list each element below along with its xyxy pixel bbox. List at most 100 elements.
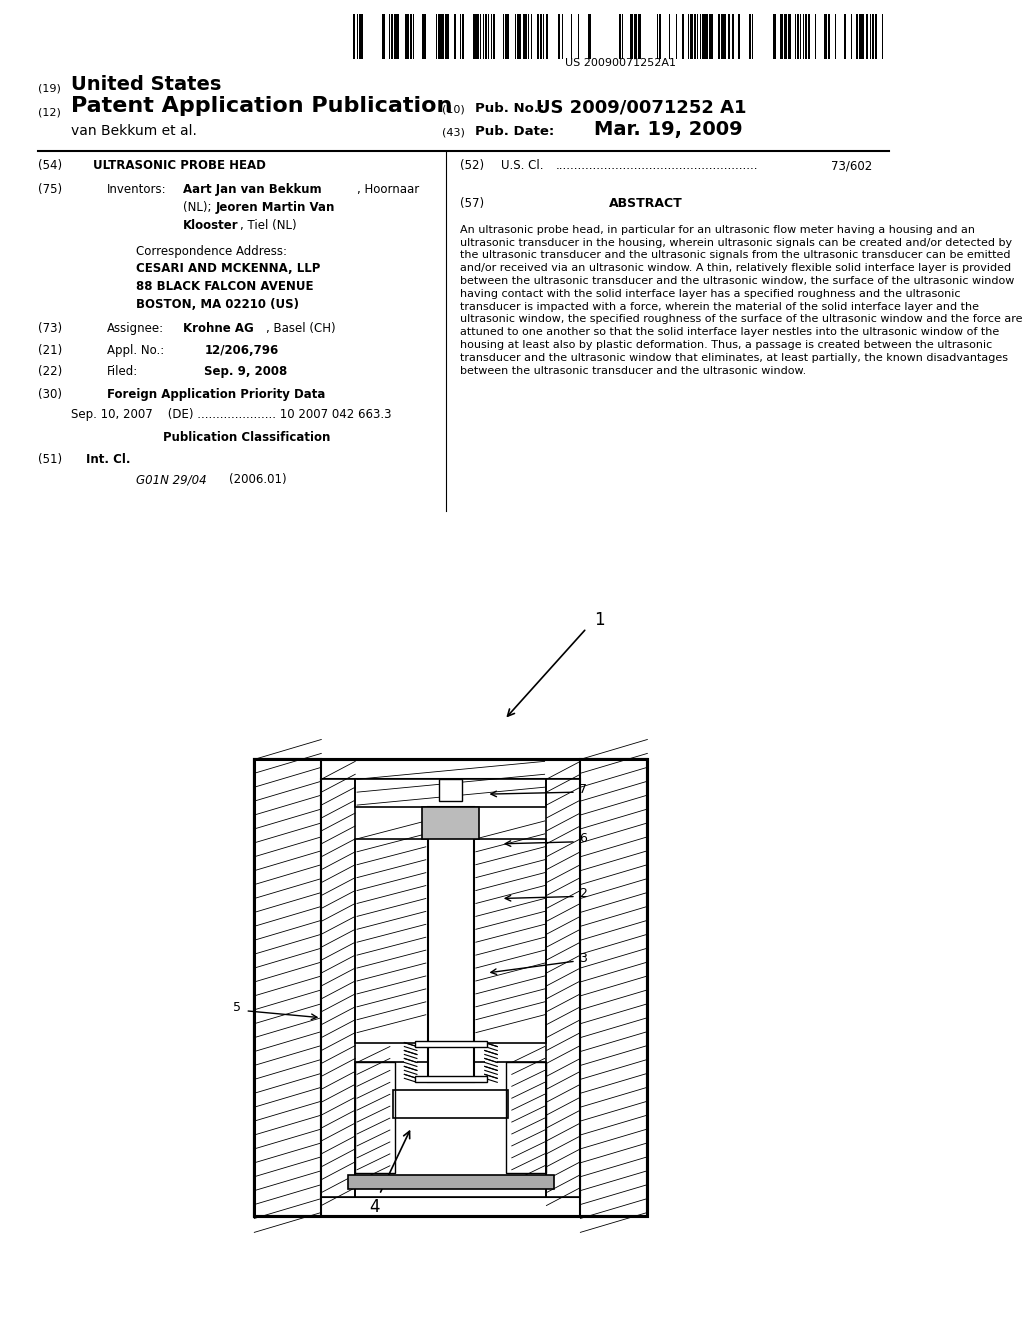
Text: ......................................................: ........................................… [556,160,759,172]
Text: 1: 1 [594,611,604,630]
Text: , Tiel (NL): , Tiel (NL) [240,219,297,232]
Bar [435,15,437,59]
Text: (30): (30) [38,388,62,401]
Bar [699,15,701,59]
Bar [490,15,492,59]
Bar [808,15,810,59]
Bar [845,15,846,59]
Bar [530,15,532,59]
Bar [422,15,426,59]
Bar [487,15,489,59]
Bar [356,15,358,59]
Text: 6: 6 [580,833,588,845]
Bar [620,15,621,59]
Bar [473,15,478,59]
Bar [355,840,428,1043]
Text: 3: 3 [580,952,588,965]
Bar [254,759,647,1217]
Text: Filed:: Filed: [106,364,138,378]
Bar [828,15,829,59]
Text: Pub. No.:: Pub. No.: [475,103,545,115]
Text: , Hoornaar: , Hoornaar [357,183,419,195]
Bar [254,759,322,1217]
Bar [474,840,547,1043]
Text: (52): (52) [460,160,484,172]
Bar [795,15,796,59]
Text: van Bekkum et al.: van Bekkum et al. [71,124,197,139]
Bar [728,15,730,59]
Bar [798,15,799,59]
Text: Int. Cl.: Int. Cl. [86,453,131,466]
Bar [719,15,720,59]
Bar [806,15,807,59]
Bar [634,15,637,59]
Bar [538,15,539,59]
Bar [543,15,544,59]
Text: United States: United States [71,75,221,94]
Bar [322,779,355,1197]
Bar [422,807,479,840]
Text: 2: 2 [580,887,588,900]
Bar [382,15,385,59]
Text: (10): (10) [442,104,465,115]
Bar [413,15,414,59]
Bar [522,15,526,59]
Bar [439,779,463,801]
Bar [515,15,516,59]
Bar [438,15,443,59]
Text: An ultrasonic probe head, in particular for an ultrasonic flow meter having a ho: An ultrasonic probe head, in particular … [460,224,1022,376]
Text: 12/206,796: 12/206,796 [204,345,279,356]
Bar [589,15,591,59]
Text: BOSTON, MA 02210 (US): BOSTON, MA 02210 (US) [136,298,299,312]
Text: Foreign Application Priority Data: Foreign Application Priority Data [106,388,326,401]
Bar [254,759,647,1217]
Bar [404,1043,417,1080]
Text: (12): (12) [38,107,61,117]
Text: Krohne AG: Krohne AG [183,322,254,335]
Bar [394,15,399,59]
Text: CESARI AND MCKENNA, LLP: CESARI AND MCKENNA, LLP [136,263,321,276]
Bar [803,15,804,59]
Text: Sep. 9, 2008: Sep. 9, 2008 [204,364,288,378]
Bar [348,1175,554,1188]
Bar [541,15,542,59]
Text: ABSTRACT: ABSTRACT [608,197,682,210]
Bar [788,15,791,59]
Text: ULTRASONIC PROBE HEAD: ULTRASONIC PROBE HEAD [93,160,266,172]
Bar [463,15,464,59]
Text: Jeoren Martin Van: Jeoren Martin Van [216,201,335,214]
Bar [865,15,868,59]
Bar [581,759,647,1217]
Text: G01N 29/04: G01N 29/04 [136,473,207,486]
Bar [659,15,660,59]
Text: (57): (57) [460,197,484,210]
Bar [391,15,393,59]
Bar [547,779,581,1197]
Bar [859,15,864,59]
Bar [355,1063,395,1172]
Bar [824,15,827,59]
Bar [815,15,816,59]
Bar [784,15,786,59]
Text: Patent Application Publication: Patent Application Publication [71,96,453,116]
Bar [494,15,495,59]
Bar [482,15,484,59]
Bar [800,15,802,59]
Text: (51): (51) [38,453,62,466]
Text: (54): (54) [38,160,62,172]
Bar [503,15,504,59]
Bar [455,15,456,59]
Bar [869,15,871,59]
Bar [690,15,693,59]
Bar [872,15,873,59]
Bar [630,15,633,59]
Text: (43): (43) [442,127,465,137]
Bar [546,15,548,59]
Bar [428,807,474,1082]
Text: Klooster: Klooster [183,219,239,232]
Bar [505,15,509,59]
Bar [404,15,409,59]
Bar [528,15,529,59]
Bar [561,15,563,59]
Bar [322,779,581,1197]
